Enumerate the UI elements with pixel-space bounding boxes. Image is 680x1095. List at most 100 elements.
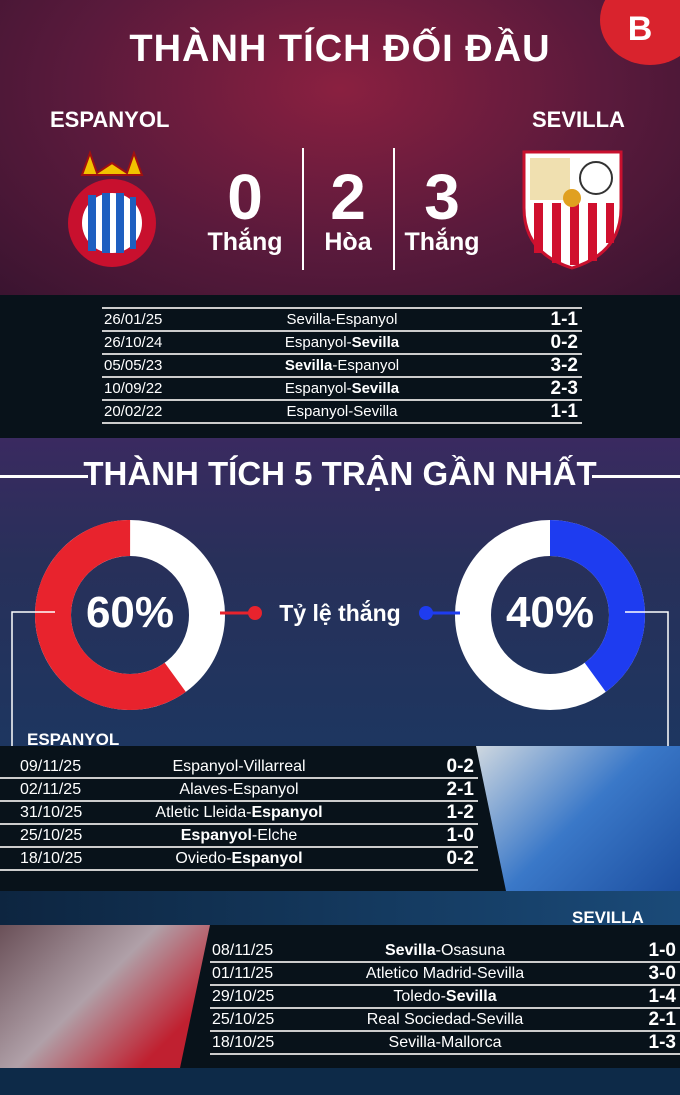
match-row: 18/10/25 Sevilla-Mallorca 1-3 (210, 1032, 680, 1055)
match-date: 08/11/25 (212, 941, 274, 959)
home-wins-label: Thắng (207, 228, 283, 256)
away-team: Osasuna (440, 941, 506, 959)
match-date: 09/11/25 (20, 757, 82, 775)
away-team: Espanyol (231, 849, 303, 867)
match-teams: Espanyol-Villarreal (172, 757, 306, 775)
draws-count: 2 (330, 161, 366, 233)
away-team: Villarreal (243, 757, 306, 775)
home-team: Alaves (179, 780, 228, 798)
match-teams: Espanyol-Sevilla (286, 403, 398, 420)
win-rate-label: Tỷ lệ thắng (279, 600, 401, 626)
match-date: 02/11/25 (20, 780, 82, 798)
match-teams: Alaves-Espanyol (179, 780, 299, 798)
match-teams: Atletico Madrid-Sevilla (365, 964, 525, 982)
match-date: 18/10/25 (212, 1033, 275, 1051)
match-row: 25/10/25 Real Sociedad-Sevilla 2-1 (210, 1009, 680, 1032)
espanyol-players-photo (476, 746, 680, 891)
away-team: Sevilla (476, 1010, 524, 1028)
match-row: 09/11/25 Espanyol-Villarreal 0-2 (0, 756, 478, 779)
title-line (592, 475, 680, 478)
match-score: 0-2 (446, 847, 474, 869)
match-row: 31/10/25 Atletic Lleida-Espanyol 1-2 (0, 802, 478, 825)
match-date: 25/10/25 (20, 826, 83, 844)
match-row: 26/10/24 Espanyol-Sevilla 0-2 (102, 332, 582, 355)
home-team: Sevilla (384, 941, 436, 959)
away-wins-label: Thắng (404, 228, 480, 256)
head-to-head-panel (0, 295, 680, 438)
sevilla-crest-icon (522, 150, 623, 270)
away-team: Sevilla (477, 964, 525, 982)
match-teams: Toledo-Sevilla (393, 987, 497, 1005)
home-form-label: ESPANYOL (27, 730, 120, 749)
win-rate-chart (11, 520, 669, 748)
draws-label: Hòa (324, 228, 372, 256)
home-team: Espanyol (172, 757, 239, 775)
match-score: 3-0 (648, 962, 676, 984)
away-team: Sevilla (353, 403, 398, 420)
home-team: Espanyol (286, 403, 349, 420)
match-row: 18/10/25 Oviedo-Espanyol 0-2 (0, 848, 478, 871)
match-score: 1-1 (550, 400, 578, 422)
away-team: Espanyol (251, 803, 323, 821)
match-score: 1-0 (648, 939, 676, 961)
match-teams: Sevilla-Espanyol (286, 311, 398, 328)
home-team: Sevilla (286, 311, 331, 328)
away-team: Sevilla (445, 987, 497, 1005)
match-score: 1-2 (446, 801, 474, 823)
away-team-name: SEVILLA (532, 107, 625, 132)
match-row: 20/02/22 Espanyol-Sevilla 1-1 (102, 401, 582, 424)
footer-band (0, 1068, 680, 1095)
away-win-rate-arc (455, 520, 645, 710)
home-team: Espanyol (180, 826, 252, 844)
home-team: Atletic Lleida (155, 803, 247, 821)
away-form-label: SEVILLA (572, 908, 644, 927)
match-teams: Sevilla-Osasuna (384, 941, 506, 959)
away-team: Sevilla (351, 334, 400, 351)
divider (393, 148, 395, 270)
match-score: 2-3 (550, 377, 578, 399)
match-row: 05/05/23 Sevilla-Espanyol 3-2 (102, 355, 582, 378)
match-date: 26/10/24 (104, 334, 163, 351)
blue-dot-icon (419, 606, 433, 620)
match-date: 01/11/25 (212, 964, 274, 982)
head-to-head-table: 26/01/25 Sevilla-Espanyol 1-1 26/10/24 Espan… (102, 307, 582, 424)
form-band (0, 891, 680, 926)
home-team: Sevilla (388, 1033, 436, 1051)
match-date: 26/01/25 (104, 311, 163, 328)
away-wins-count: 3 (424, 161, 460, 233)
match-teams: Sevilla-Mallorca (388, 1033, 502, 1051)
match-row: 08/11/25 Sevilla-Osasuna 1-0 (210, 940, 680, 963)
away-team: Espanyol (337, 357, 400, 374)
match-date: 20/02/22 (104, 403, 163, 420)
away-win-rate: 40% (505, 588, 595, 637)
away-team: Espanyol (335, 311, 398, 328)
match-date: 10/09/22 (104, 380, 163, 397)
match-score: 1-4 (648, 985, 676, 1007)
match-score: 1-3 (648, 1031, 676, 1053)
away-team: Sevilla (351, 380, 400, 397)
home-wins-count: 0 (227, 161, 263, 233)
match-date: 29/10/25 (212, 987, 275, 1005)
home-team: Toledo (393, 987, 441, 1005)
match-row: 25/10/25 Espanyol-Elche 1-0 (0, 825, 478, 848)
match-score: 2-1 (446, 778, 474, 800)
match-teams: Espanyol-Sevilla (284, 334, 400, 351)
red-dot-icon (248, 606, 262, 620)
home-team-name: ESPANYOL (50, 107, 170, 132)
match-teams: Espanyol-Sevilla (284, 380, 400, 397)
page-title: THÀNH TÍCH ĐỐI ĐẦU (129, 28, 551, 70)
match-row: 29/10/25 Toledo-Sevilla 1-4 (210, 986, 680, 1009)
home-team: Oviedo (175, 849, 227, 867)
match-row: 26/01/25 Sevilla-Espanyol 1-1 (102, 309, 582, 332)
away-team: Espanyol (232, 780, 299, 798)
match-score: 0-2 (550, 331, 578, 353)
espanyol-crest-icon (68, 150, 156, 267)
match-score: 0-2 (446, 755, 474, 777)
home-team: Espanyol (284, 380, 347, 397)
match-row: 01/11/25 Atletico Madrid-Sevilla 3-0 (210, 963, 680, 986)
match-teams: Oviedo-Espanyol (175, 849, 303, 867)
match-teams: Atletic Lleida-Espanyol (155, 803, 323, 821)
sevilla-players-photo (0, 925, 210, 1068)
match-date: 05/05/23 (104, 357, 163, 374)
match-score: 1-0 (446, 824, 474, 846)
